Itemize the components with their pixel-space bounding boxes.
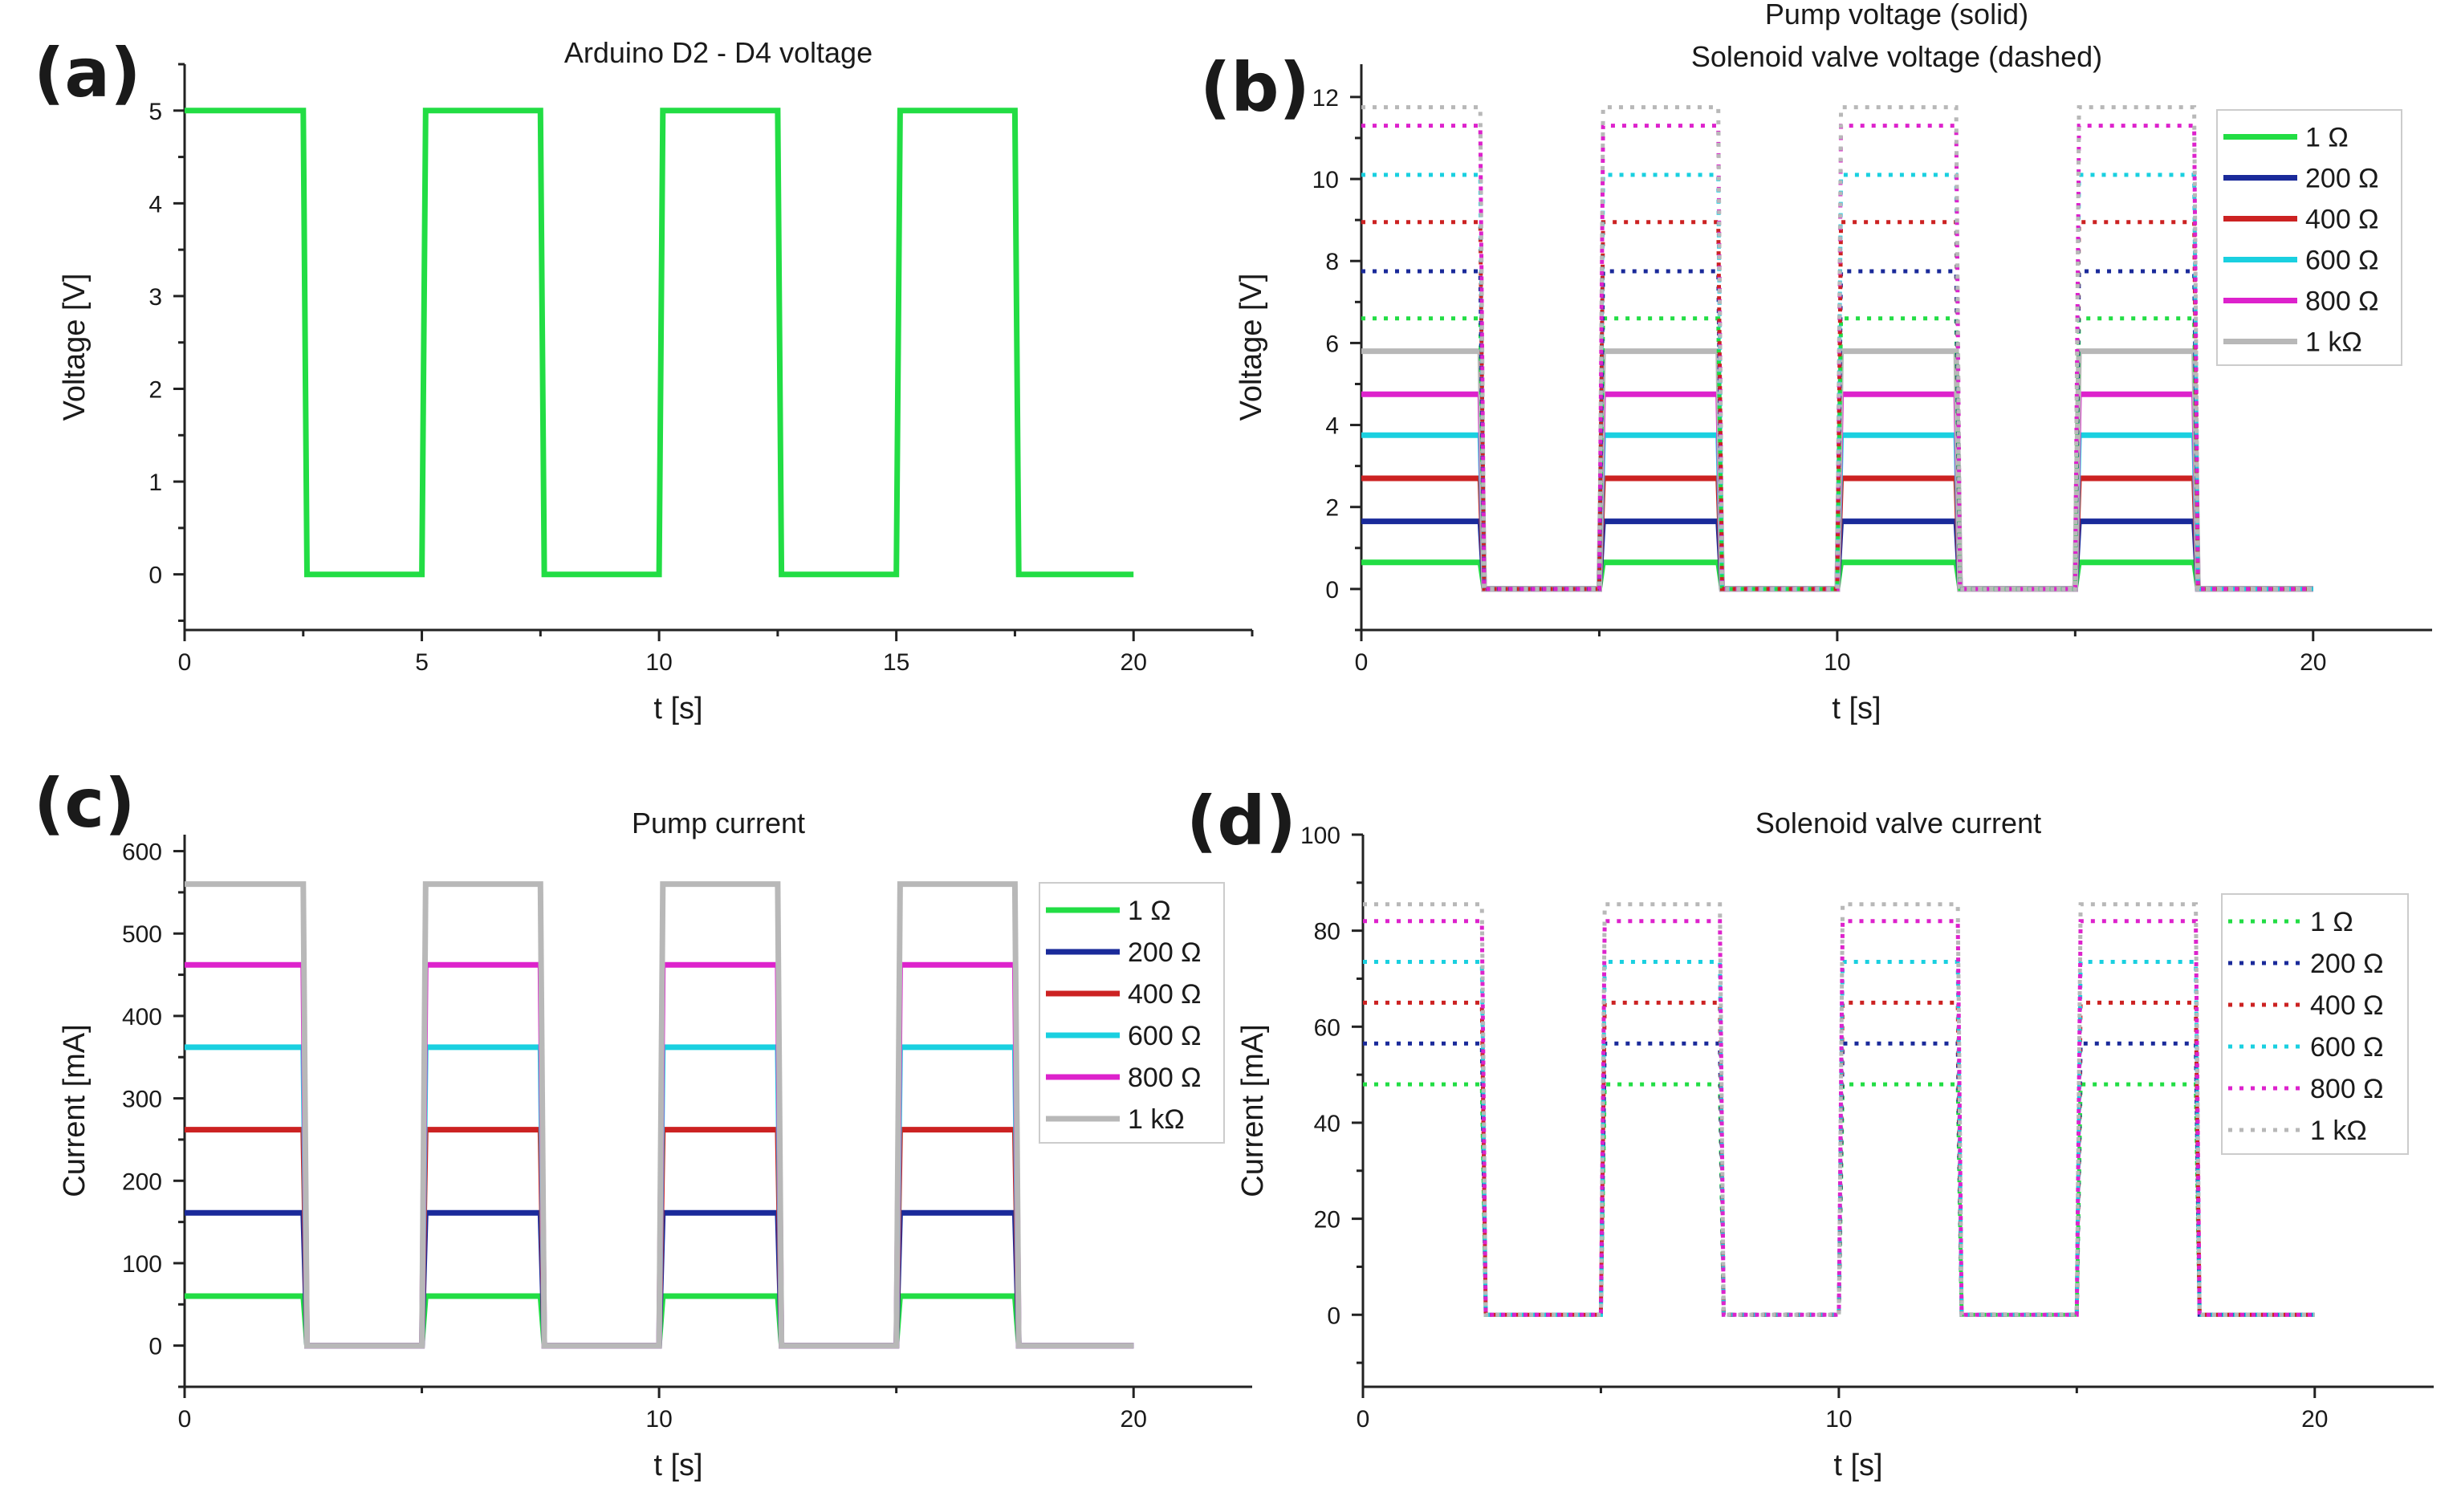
legend-label: 600 Ω <box>1128 1021 1202 1051</box>
legend-label: 400 Ω <box>2305 205 2379 235</box>
series-line-1-k- <box>185 881 1134 1349</box>
legend-label: 400 Ω <box>1128 979 1202 1010</box>
y-tick-label: 2 <box>148 377 162 404</box>
y-tick-label: 6 <box>1325 331 1339 357</box>
legend-label: 1 Ω <box>2310 907 2353 937</box>
series-line-arduino-d2-d4 <box>185 108 1134 578</box>
y-tick-label: 5 <box>148 99 162 125</box>
legend-label: 400 Ω <box>2310 990 2384 1021</box>
y-tick-label: 0 <box>148 563 162 589</box>
x-axis-label: t [s] <box>653 692 702 726</box>
panel-b: (b) Pump voltage (solid) Solenoid valve vo… <box>1200 0 2432 726</box>
y-axis-label: Current [mA] <box>58 1024 92 1197</box>
y-tick-label: 600 <box>122 839 162 866</box>
legend-label: 1 kΩ <box>1128 1104 1185 1135</box>
y-tick-label: 20 <box>1314 1207 1340 1234</box>
panel-a: (a) Arduino D2 - D4 voltage 0 1 2 3 4 5 0 5 10 15 20… <box>34 34 1254 726</box>
panel-label-b: (b) <box>1200 48 1310 127</box>
y-tick-label: 500 <box>122 921 162 948</box>
legend-label: 800 Ω <box>2310 1074 2384 1104</box>
y-tick-label: 1 <box>148 469 162 496</box>
series-line-valve-600- <box>1361 173 2313 591</box>
y-tick-label: 100 <box>122 1251 162 1278</box>
series-line-800- <box>1363 919 2315 1317</box>
y-axis-label: Voltage [V] <box>58 274 92 421</box>
x-tick-label: 20 <box>2301 1406 2328 1433</box>
y-axis-label: Voltage [V] <box>1235 274 1268 421</box>
y-tick-label: 40 <box>1314 1111 1340 1137</box>
panel-label-c: (c) <box>34 764 136 843</box>
chart-title: Solenoid valve current <box>1755 807 2041 839</box>
legend-label: 1 kΩ <box>2310 1116 2367 1146</box>
panel-d: (d) Solenoid valve current 0 20 40 60 80 100 0 10… <box>1186 782 2434 1482</box>
y-tick-label: 4 <box>148 191 162 217</box>
x-tick-label: 0 <box>1355 649 1369 676</box>
legend-label: 200 Ω <box>2305 164 2379 194</box>
legend-label: 200 Ω <box>2310 949 2384 979</box>
x-axis-label: t [s] <box>653 1449 702 1482</box>
x-tick-label: 20 <box>2300 649 2326 676</box>
y-tick-label: 400 <box>122 1004 162 1030</box>
y-tick-label: 0 <box>148 1334 162 1360</box>
legend-label: 1 kΩ <box>2305 327 2362 358</box>
x-tick-label: 10 <box>645 1406 672 1433</box>
y-tick-label: 10 <box>1312 167 1339 193</box>
y-tick-label: 100 <box>1300 823 1340 849</box>
legend-label: 1 Ω <box>1128 896 1171 926</box>
panel-c: (c) Pump current 0 100 200 300 400 500 600 0 10 20 t… <box>34 764 1252 1482</box>
x-tick-label: 0 <box>178 1406 192 1433</box>
x-tick-label: 0 <box>178 649 192 676</box>
series-line-valve-1-k- <box>1361 105 2313 591</box>
legend-label: 600 Ω <box>2305 246 2379 276</box>
chart-title: Pump current <box>632 807 805 839</box>
y-tick-label: 3 <box>148 284 162 311</box>
legend-label: 600 Ω <box>2310 1032 2384 1063</box>
x-axis-label: t [s] <box>1833 1449 1882 1482</box>
x-tick-label: 20 <box>1121 649 1147 676</box>
y-tick-label: 4 <box>1325 413 1339 440</box>
legend-box <box>1039 882 1225 1144</box>
y-tick-label: 200 <box>122 1169 162 1195</box>
legend-box <box>2216 109 2402 366</box>
y-tick-label: 8 <box>1325 249 1339 275</box>
series-line-1-k- <box>1363 902 2315 1317</box>
x-tick-label: 5 <box>415 649 429 676</box>
panel-label-a: (a) <box>34 34 140 112</box>
x-tick-label: 15 <box>883 649 909 676</box>
y-tick-label: 12 <box>1312 85 1339 112</box>
x-tick-label: 20 <box>1121 1406 1147 1433</box>
x-tick-label: 10 <box>1824 649 1850 676</box>
y-tick-label: 80 <box>1314 919 1340 945</box>
x-tick-label: 10 <box>1825 1406 1852 1433</box>
panel-label-d: (d) <box>1186 782 1296 860</box>
y-tick-label: 60 <box>1314 1014 1340 1041</box>
y-axis-label: Current [mA] <box>1236 1024 1270 1197</box>
y-tick-label: 2 <box>1325 495 1339 522</box>
x-tick-label: 0 <box>1357 1406 1370 1433</box>
legend-box <box>2221 893 2409 1155</box>
y-tick-label: 300 <box>122 1087 162 1113</box>
legend-label: 800 Ω <box>2305 287 2379 317</box>
legend-label: 200 Ω <box>1128 937 1202 968</box>
x-tick-label: 10 <box>645 649 672 676</box>
y-tick-label: 0 <box>1327 1303 1340 1329</box>
chart-title: Arduino D2 - D4 voltage <box>564 36 873 69</box>
y-tick-label: 0 <box>1325 577 1339 604</box>
chart-title: Solenoid valve voltage (dashed) <box>1691 40 2102 73</box>
legend-label: 800 Ω <box>1128 1063 1202 1093</box>
legend-label: 1 Ω <box>2305 123 2349 153</box>
chart-title: Pump voltage (solid) <box>1765 0 2028 30</box>
x-axis-label: t [s] <box>1832 692 1881 726</box>
